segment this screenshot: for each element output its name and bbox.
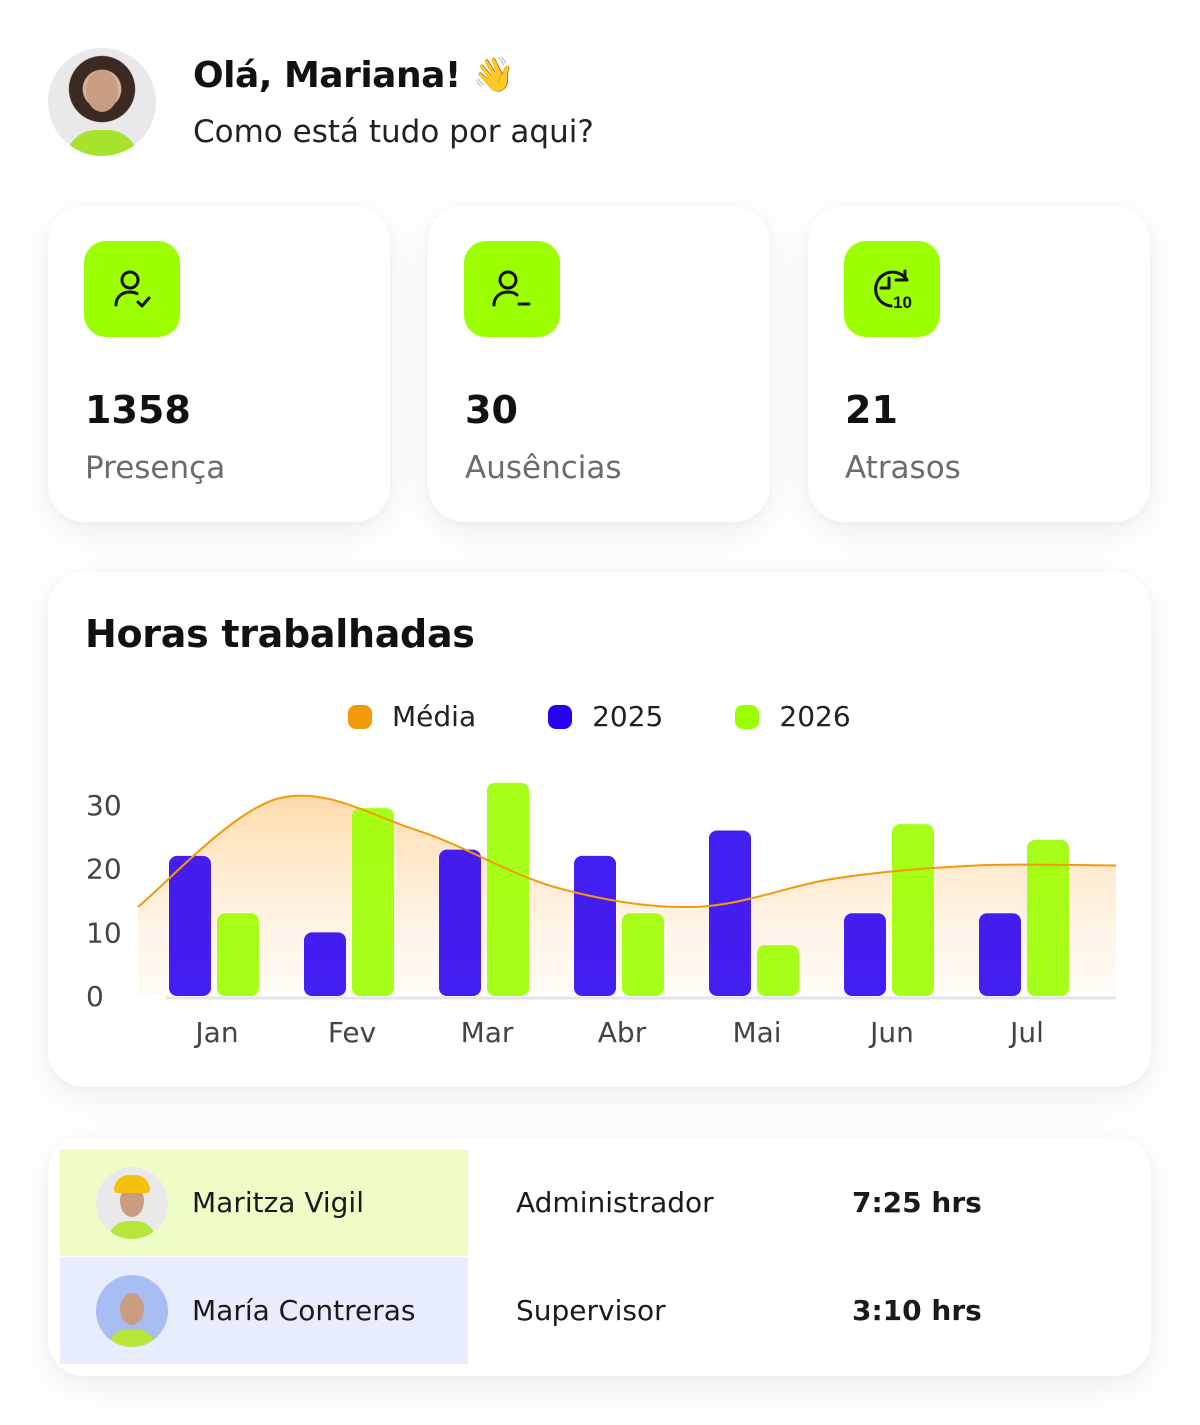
stat-card-presence[interactable]: 1358 Presença — [48, 206, 390, 522]
avatar-face — [86, 70, 118, 112]
avatar-face — [120, 1292, 144, 1325]
legend-swatch-average — [348, 704, 372, 729]
employee-name: María Contreras — [192, 1294, 416, 1327]
employees-table: Maritza Vigil Administrador 7:25 hrs Mar… — [48, 1137, 1151, 1376]
greeting-title-text: Olá, Mariana! — [193, 54, 461, 96]
legend-label-average: Média — [392, 700, 477, 733]
bar-2025 — [169, 855, 211, 996]
delays-value: 21 — [845, 388, 898, 432]
hard-hat-icon — [114, 1174, 150, 1193]
presence-label: Presença — [85, 450, 226, 486]
y-tick-label: 0 — [86, 980, 104, 1013]
employee-hours: 3:10 hrs — [852, 1294, 982, 1327]
employee-hours: 7:25 hrs — [852, 1186, 982, 1219]
bar-2026 — [1027, 840, 1069, 996]
legend-item-2025[interactable]: 2025 — [548, 700, 663, 733]
bar-2026 — [622, 913, 664, 996]
stat-card-delays[interactable]: 10 21 Atrasos — [808, 206, 1150, 522]
bar-2025 — [574, 855, 616, 996]
bar-2026 — [757, 945, 799, 996]
avatar-vest — [108, 1328, 156, 1347]
bar-2025 — [304, 932, 346, 996]
employee-avatar — [96, 1166, 168, 1239]
x-tick-label: Fev — [328, 1016, 376, 1049]
avatar-vest — [108, 1220, 156, 1239]
waving-hand-icon: 👋 — [472, 55, 515, 95]
delays-label: Atrasos — [845, 450, 961, 486]
employee-name: Maritza Vigil — [192, 1186, 364, 1219]
x-tick-label: Jun — [868, 1016, 914, 1049]
greeting-title: Olá, Mariana! 👋 — [193, 55, 594, 96]
hours-bar-chart: 0 10 20 30 Jan Fev Mar Abr Mai Jun Jul — [86, 782, 1117, 1049]
absences-label: Ausências — [465, 450, 622, 486]
legend-swatch-2025 — [548, 704, 573, 729]
greeting-subtitle: Como está tudo por aqui? — [193, 113, 594, 150]
x-tick-label: Jan — [193, 1016, 238, 1049]
bar-2025 — [709, 830, 751, 996]
employee-cell: María Contreras — [60, 1257, 468, 1364]
x-tick-label: Abr — [598, 1016, 647, 1049]
greeting-text: Olá, Mariana! 👋 Como está tudo por aqui? — [193, 55, 594, 150]
employee-role: Supervisor — [516, 1294, 666, 1327]
x-tick-label: Mai — [732, 1016, 781, 1049]
employee-avatar — [96, 1274, 168, 1347]
stat-card-absences[interactable]: 30 Ausências — [428, 206, 770, 522]
bar-2025 — [979, 913, 1021, 996]
absences-value: 30 — [465, 388, 518, 432]
clock-ten-icon: 10 — [844, 241, 940, 337]
y-tick-label: 20 — [86, 853, 122, 886]
bar-2026 — [217, 913, 259, 996]
employee-role: Administrador — [516, 1186, 714, 1219]
legend-item-average[interactable]: Média — [348, 700, 476, 733]
user-avatar[interactable] — [48, 48, 156, 156]
avatar-vest — [66, 130, 138, 156]
legend-swatch-2026 — [735, 704, 760, 729]
x-tick-label: Jul — [1008, 1016, 1044, 1049]
employee-cell: Maritza Vigil — [60, 1149, 468, 1256]
table-row[interactable]: María Contreras Supervisor 3:10 hrs — [60, 1257, 1140, 1364]
bar-2026 — [352, 808, 394, 996]
chart-title: Horas trabalhadas — [85, 612, 475, 656]
y-tick-label: 30 — [86, 789, 122, 822]
legend-label-2026: 2026 — [779, 700, 851, 733]
average-line — [137, 794, 1117, 909]
bar-2025 — [844, 913, 886, 996]
user-minus-icon — [464, 241, 560, 337]
presence-value: 1358 — [85, 388, 191, 432]
legend-label-2025: 2025 — [592, 700, 664, 733]
legend-item-2026[interactable]: 2026 — [735, 700, 851, 733]
greeting-header: Olá, Mariana! 👋 Como está tudo por aqui? — [48, 48, 594, 156]
y-tick-label: 10 — [86, 916, 122, 949]
x-tick-label: Mar — [461, 1016, 514, 1049]
svg-text:10: 10 — [893, 293, 912, 312]
bar-2026 — [892, 824, 934, 996]
user-check-icon — [84, 241, 180, 337]
hours-chart-card: Horas trabalhadas Média 2025 2026 0 10 20 3… — [48, 572, 1151, 1087]
table-row[interactable]: Maritza Vigil Administrador 7:25 hrs — [60, 1149, 1140, 1256]
bar-2026 — [487, 782, 529, 996]
chart-legend: Média 2025 2026 — [348, 700, 923, 733]
bar-2025 — [439, 849, 481, 996]
